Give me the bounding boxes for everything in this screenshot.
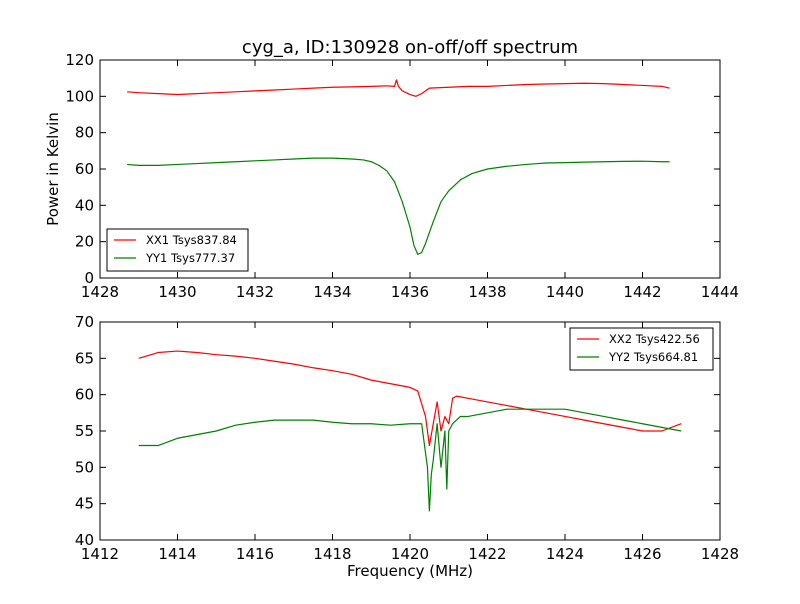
x-tick-label-1-6: 1424 <box>546 545 584 563</box>
y-tick-label-1-2: 50 <box>75 458 94 476</box>
x-tick-label-0-1: 1430 <box>158 283 196 301</box>
legend-1: XX2 Tsys422.56 YY2 Tsys664.81 <box>569 327 714 371</box>
series-line-1-1 <box>138 408 682 512</box>
x-tick-label-1-4: 1420 <box>391 545 429 563</box>
y-tick-label-0-2: 40 <box>75 196 94 214</box>
series-line-1-0 <box>138 350 682 447</box>
chart-title: cyg_a, ID:130928 on-off/off spectrum <box>242 37 578 58</box>
x-tick-label-1-1: 1414 <box>158 545 196 563</box>
x-tick-label-1-2: 1416 <box>236 545 274 563</box>
y-tick-label-0-1: 20 <box>75 233 94 251</box>
x-axis-label-1: Frequency (MHz) <box>347 562 473 580</box>
x-tick-label-0-7: 1442 <box>623 283 661 301</box>
y-axis-label-0: Power in Kelvin <box>44 112 62 226</box>
x-tick-label-1-8: 1428 <box>701 545 739 563</box>
x-tick-label-1-7: 1426 <box>623 545 661 563</box>
legend-box-0 <box>106 228 249 272</box>
legend-0: XX1 Tsys837.84 YY1 Tsys777.37 <box>106 228 249 272</box>
legend-label-0-1: YY1 Tsys777.37 <box>145 251 235 265</box>
series-line-0-0 <box>127 79 670 97</box>
x-tick-label-0-8: 1444 <box>701 283 739 301</box>
x-tick-label-0-2: 1432 <box>236 283 274 301</box>
x-tick-label-0-6: 1440 <box>546 283 584 301</box>
y-tick-label-1-4: 60 <box>75 386 94 404</box>
legend-label-1-1: YY2 Tsys664.81 <box>608 350 698 364</box>
y-tick-label-0-4: 80 <box>75 124 94 142</box>
x-tick-label-0-0: 1428 <box>81 283 119 301</box>
x-tick-label-1-3: 1418 <box>313 545 351 563</box>
x-tick-label-0-3: 1434 <box>313 283 351 301</box>
y-tick-label-0-6: 120 <box>65 51 94 69</box>
legend-label-0-0: XX1 Tsys837.84 <box>146 233 237 247</box>
legend-box-1 <box>569 327 714 371</box>
x-tick-label-1-5: 1422 <box>468 545 506 563</box>
legend-label-1-0: XX2 Tsys422.56 <box>609 332 700 346</box>
y-tick-label-0-0: 0 <box>84 269 94 287</box>
series-line-0-1 <box>127 157 670 255</box>
y-tick-label-1-6: 70 <box>75 313 94 331</box>
top-panel: 1428 1430 1432 1434 1436 1438 1440 1442 1444 0 20 4… <box>44 51 739 301</box>
x-tick-label-0-4: 1436 <box>391 283 429 301</box>
y-tick-label-0-3: 60 <box>75 160 94 178</box>
x-tick-label-0-5: 1438 <box>468 283 506 301</box>
x-tick-label-1-0: 1412 <box>81 545 119 563</box>
bottom-panel: 1412 1414 1416 1418 1420 1422 1424 1426 1428 40 45… <box>75 313 739 580</box>
y-tick-label-1-0: 40 <box>75 531 94 549</box>
y-tick-label-1-1: 45 <box>75 495 94 513</box>
y-tick-label-1-3: 55 <box>75 422 94 440</box>
y-tick-label-0-5: 100 <box>65 87 94 105</box>
y-tick-label-1-5: 65 <box>75 349 94 367</box>
